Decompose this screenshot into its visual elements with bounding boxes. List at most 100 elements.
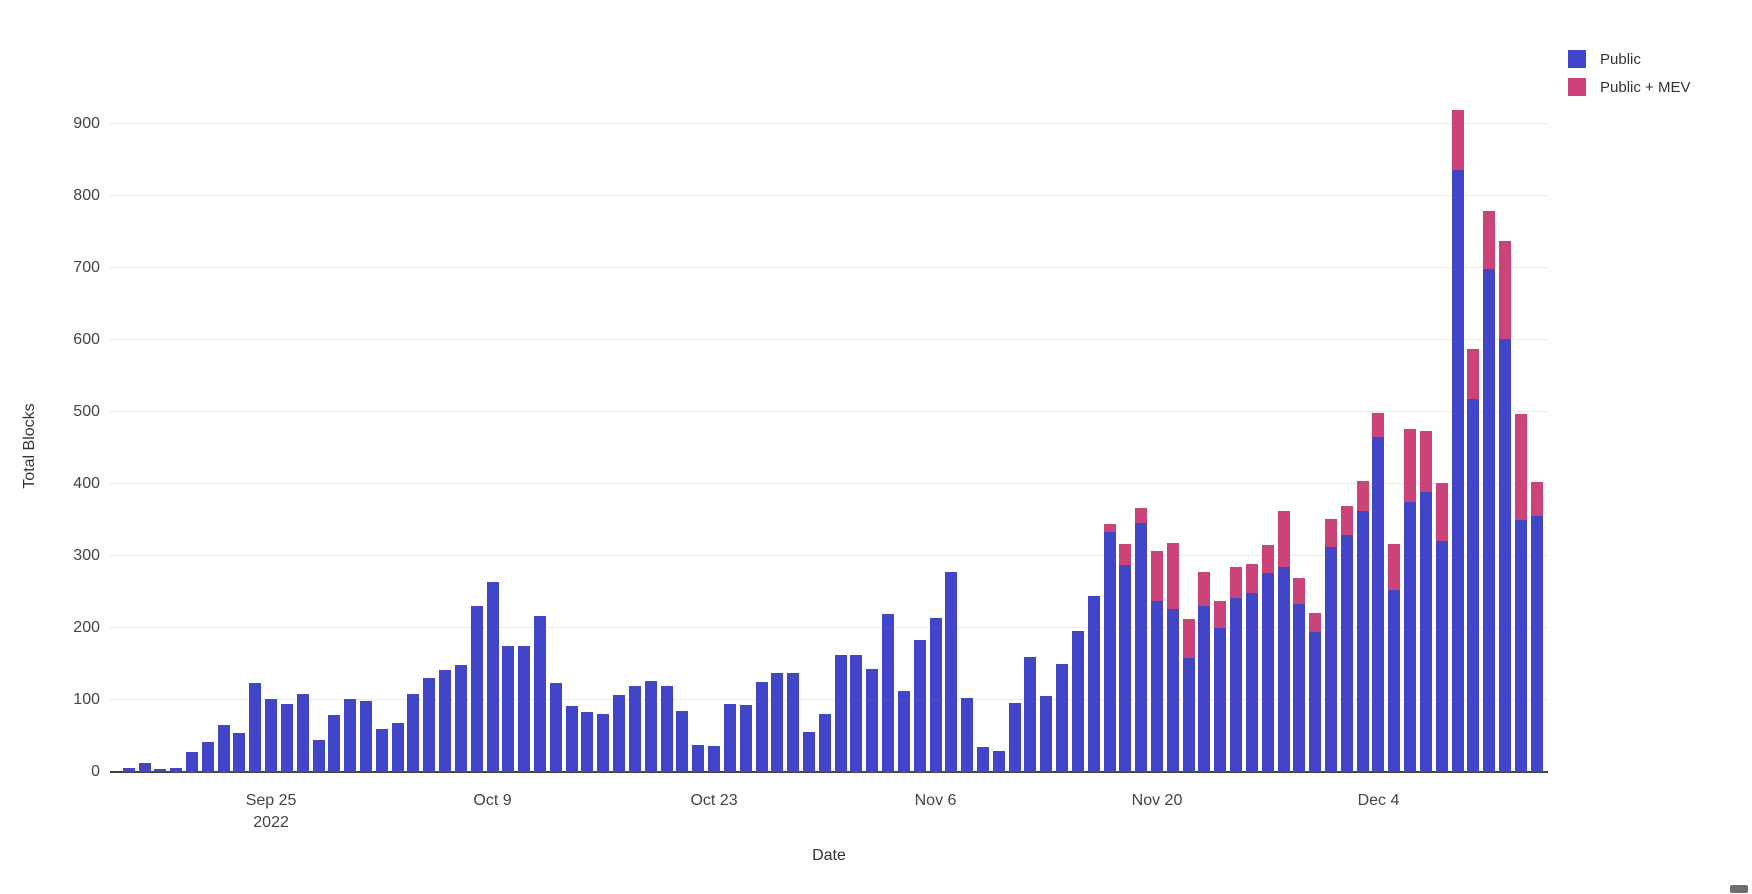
bar-day-55[interactable] [976,746,989,772]
bar-day-44[interactable] [802,731,815,772]
bar-day-87[interactable] [1483,211,1496,772]
bar-segment-mev[interactable] [1325,519,1338,548]
bar-segment-mev[interactable] [1119,544,1132,566]
bar-day-11[interactable] [280,703,293,772]
bar-day-50[interactable] [897,691,910,772]
bar-segment-mev[interactable] [1483,211,1496,269]
bar-segment-public[interactable] [1135,522,1148,772]
bar-segment-public[interactable] [1071,630,1084,772]
bar-segment-mev[interactable] [1245,563,1258,594]
bar-segment-public[interactable] [1325,547,1338,772]
bar-day-8[interactable] [233,733,246,772]
bar-segment-public[interactable] [375,728,388,772]
bar-day-53[interactable] [945,571,958,772]
bar-segment-public[interactable] [1151,600,1163,772]
bar-segment-public[interactable] [1467,399,1480,772]
bar-segment-public[interactable] [597,714,610,772]
bar-day-72[interactable] [1245,563,1258,772]
bar-day-57[interactable] [1008,702,1021,772]
bar-segment-public[interactable] [439,670,452,772]
bar-segment-public[interactable] [265,698,278,772]
bar-segment-public[interactable] [1119,565,1132,772]
bar-segment-mev[interactable] [1261,545,1274,573]
bar-segment-public[interactable] [866,669,879,772]
bar-segment-mev[interactable] [1277,510,1290,567]
bar-segment-public[interactable] [723,703,736,772]
bar-day-6[interactable] [201,741,214,772]
bar-segment-mev[interactable] [1467,349,1480,400]
bar-segment-public[interactable] [897,691,910,772]
bar-segment-public[interactable] [407,694,420,772]
bar-day-74[interactable] [1277,510,1290,772]
bar-day-83[interactable] [1419,430,1432,772]
bar-segment-public[interactable] [1435,540,1448,772]
bar-day-7[interactable] [217,725,230,772]
bar-segment-mev[interactable] [1514,414,1527,520]
bar-day-12[interactable] [296,694,309,772]
bar-segment-mev[interactable] [1499,241,1512,339]
bar-day-40[interactable] [739,705,752,772]
bar-segment-public[interactable] [976,746,989,772]
bar-segment-public[interactable] [391,723,404,772]
bar-segment-mev[interactable] [1404,429,1417,502]
bar-segment-public[interactable] [945,571,958,772]
bar-segment-public[interactable] [834,655,847,772]
bar-day-63[interactable] [1103,523,1116,772]
bar-day-45[interactable] [818,713,831,772]
bar-day-78[interactable] [1340,505,1353,772]
bar-segment-public[interactable] [787,673,800,772]
bar-segment-public[interactable] [850,654,863,772]
bar-segment-public[interactable] [1340,535,1353,772]
bar-segment-public[interactable] [929,617,942,772]
bar-segment-public[interactable] [802,731,815,772]
bar-day-4[interactable] [170,767,183,772]
bar-segment-public[interactable] [518,646,531,772]
bar-day-1[interactable] [122,768,135,772]
bar-segment-public[interactable] [1056,664,1069,772]
bar-day-34[interactable] [644,680,657,772]
bar-segment-public[interactable] [122,768,135,772]
legend-item-public-mev[interactable]: Public + MEV [1568,78,1690,96]
bar-day-64[interactable] [1119,544,1132,772]
legend-item-public[interactable]: Public [1568,50,1690,68]
bar-day-65[interactable] [1135,508,1148,772]
bar-segment-public[interactable] [708,746,721,772]
bar-segment-public[interactable] [1277,566,1290,772]
resize-handle-icon[interactable] [1730,885,1748,893]
bar-segment-public[interactable] [1230,598,1243,772]
bar-segment-public[interactable] [280,703,293,772]
bar-segment-public[interactable] [1087,595,1100,772]
bar-segment-public[interactable] [644,680,657,772]
bar-day-52[interactable] [929,617,942,772]
bar-segment-mev[interactable] [1372,412,1385,438]
bar-segment-public[interactable] [692,745,705,772]
bar-day-85[interactable] [1451,110,1464,772]
bar-day-76[interactable] [1309,612,1322,772]
bar-day-9[interactable] [249,683,262,772]
bar-day-62[interactable] [1087,595,1100,772]
bar-day-81[interactable] [1388,544,1401,772]
bar-segment-mev[interactable] [1451,110,1464,171]
bar-segment-public[interactable] [882,613,895,772]
bar-segment-public[interactable] [454,664,467,772]
bar-day-89[interactable] [1514,414,1527,772]
bar-day-28[interactable] [549,683,562,772]
bar-day-25[interactable] [502,646,515,772]
bar-day-23[interactable] [470,606,483,772]
bar-segment-public[interactable] [534,615,547,772]
bar-day-82[interactable] [1404,429,1417,772]
bar-day-88[interactable] [1499,241,1512,772]
bar-day-31[interactable] [597,714,610,772]
bar-day-20[interactable] [423,678,436,772]
bar-day-51[interactable] [913,639,926,772]
bar-segment-public[interactable] [549,683,562,772]
bar-day-46[interactable] [834,655,847,772]
bar-day-29[interactable] [565,705,578,772]
bar-segment-public[interactable] [296,694,309,772]
bar-segment-public[interactable] [581,712,594,772]
bar-segment-public[interactable] [613,694,626,772]
bar-segment-mev[interactable] [1293,577,1306,604]
bar-segment-mev[interactable] [1182,618,1195,659]
bar-segment-public[interactable] [818,713,831,772]
bar-segment-mev[interactable] [1340,505,1353,536]
